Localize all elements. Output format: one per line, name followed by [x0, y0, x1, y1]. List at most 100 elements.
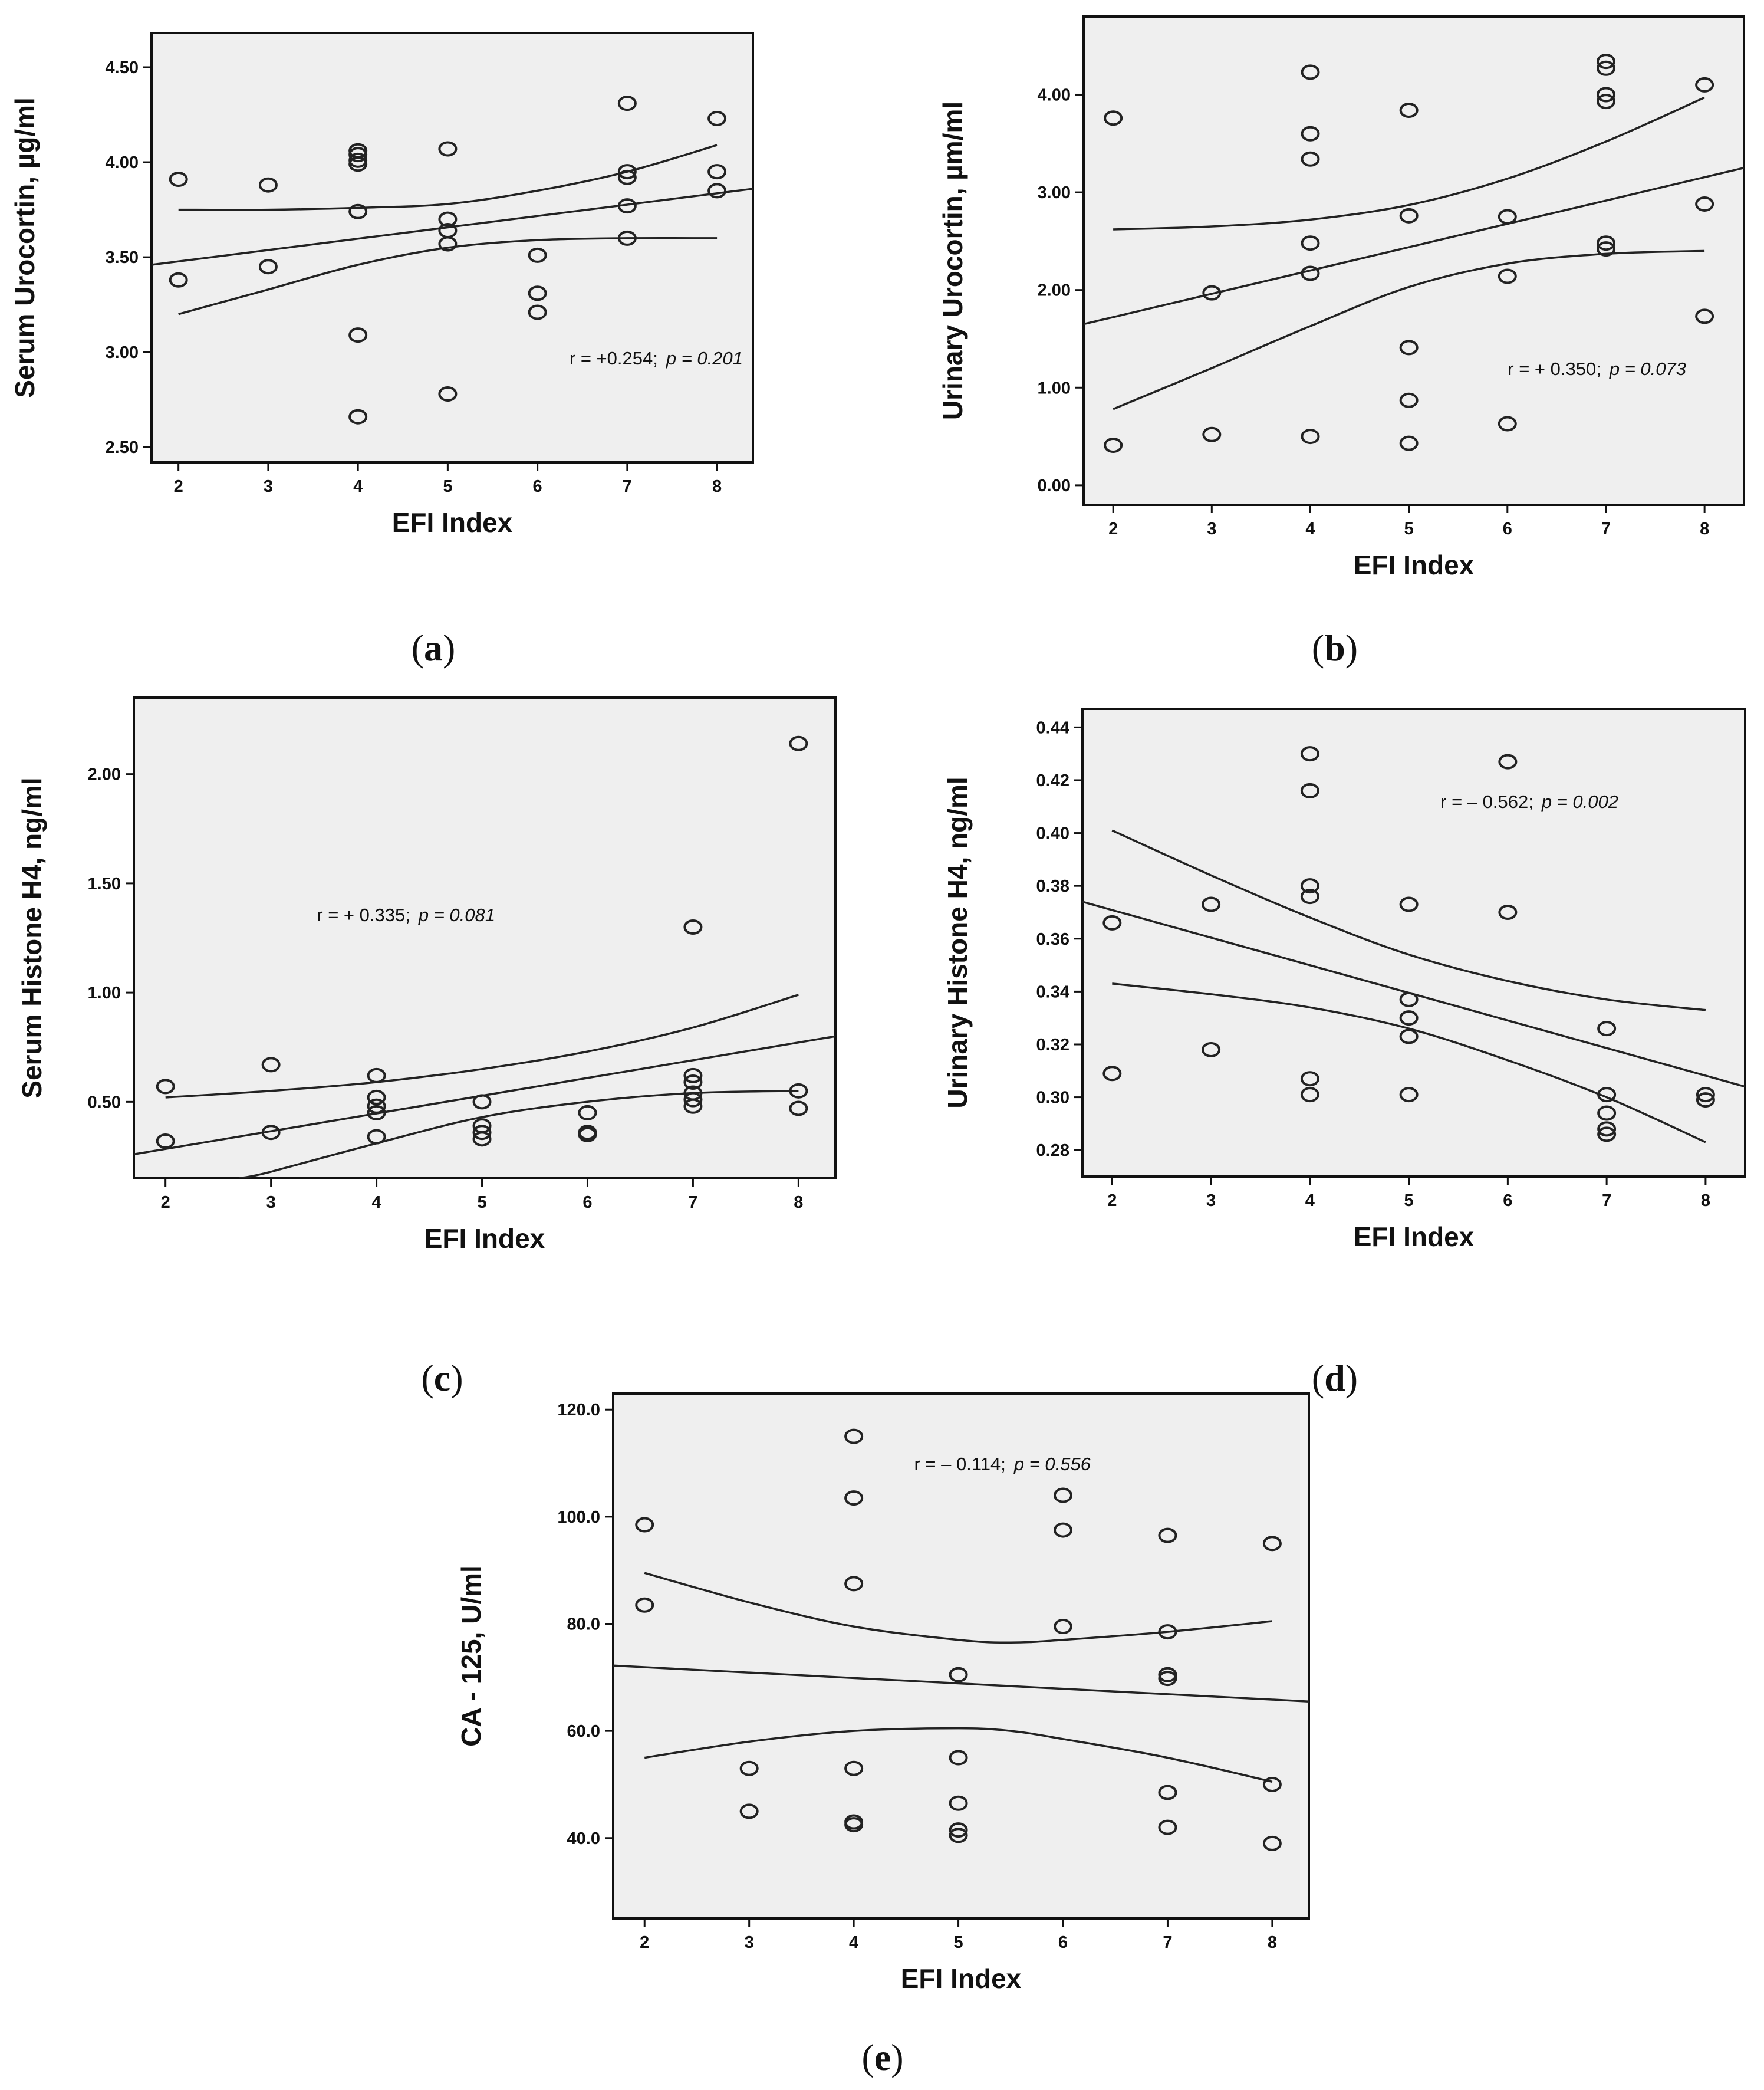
x-tick-label: 3 [266, 1193, 276, 1212]
data-point [617, 198, 637, 214]
data-point [1399, 1087, 1419, 1103]
data-point [949, 1795, 968, 1811]
data-point [367, 1105, 386, 1120]
data-point [1596, 87, 1615, 103]
data-point [789, 735, 808, 751]
y-tick-label: 0.28 [1036, 1141, 1069, 1160]
y-tick-label: 0.30 [1036, 1089, 1069, 1108]
x-axis-title: EFI Index [1354, 1221, 1475, 1252]
y-tick-label: 40.0 [567, 1829, 600, 1848]
x-tick-label: 2 [161, 1193, 170, 1212]
y-tick-label: 80.0 [567, 1615, 600, 1634]
data-point [1498, 268, 1517, 284]
data-point [635, 1597, 654, 1613]
data-point [949, 1750, 968, 1766]
data-point [261, 1057, 281, 1073]
data-point [1301, 429, 1320, 445]
x-tick-label: 6 [1503, 520, 1512, 538]
data-point [1158, 1671, 1177, 1687]
y-tick-label: 0.50 [88, 1093, 121, 1112]
data-point [949, 1667, 968, 1682]
data-point [1054, 1522, 1073, 1538]
y-tick-label: 100.0 [557, 1508, 600, 1527]
x-tick-label: 3 [745, 1933, 754, 1952]
data-point [1202, 1041, 1221, 1057]
x-tick-label: 8 [1268, 1933, 1277, 1952]
y-tick-label: 2.00 [88, 765, 121, 784]
data-point [1262, 1776, 1282, 1792]
x-tick-label: 8 [794, 1193, 803, 1212]
confidence-band-upper [1113, 96, 1705, 231]
y-tick-label: 3.50 [106, 248, 139, 267]
data-point [739, 1760, 759, 1776]
data-point [1498, 754, 1518, 770]
y-tick-label: 60.0 [567, 1722, 600, 1741]
r-value: r = – 0.114; [914, 1454, 1005, 1474]
x-tick-label: 7 [623, 477, 632, 496]
data-point [1202, 896, 1221, 912]
data-point [1399, 435, 1419, 451]
data-point [367, 1098, 386, 1114]
correlation-annotation: r = – 0.562; p = 0.002 [1440, 791, 1618, 812]
data-point [528, 304, 547, 320]
y-axis-title: Serum Urocortin, µg/ml [9, 97, 40, 398]
y-tick-label: 0.32 [1036, 1036, 1069, 1054]
confidence-band-lower [644, 1727, 1273, 1783]
x-tick-label: 8 [712, 477, 722, 496]
data-point [156, 1133, 175, 1149]
data-point [617, 169, 637, 185]
data-point [1399, 392, 1419, 408]
data-point [1301, 151, 1320, 167]
y-tick-label: 0.38 [1036, 877, 1069, 896]
data-point [438, 211, 458, 227]
data-point [438, 386, 458, 402]
x-tick-label: 2 [1108, 520, 1118, 538]
x-axis-title: EFI Index [901, 1963, 1022, 1994]
data-point [1262, 1835, 1282, 1851]
data-point [367, 1129, 386, 1145]
data-point [348, 152, 368, 168]
x-axis-title: EFI Index [424, 1223, 545, 1254]
panel-d: 2 3 4 5 6 7 8 0.28 0.30 0.32 0.34 0.36 0.38 0.40 0.42 0… [942, 708, 1746, 1399]
panel-letter: d [1324, 1357, 1345, 1399]
data-point [1399, 1028, 1419, 1044]
data-point [258, 177, 278, 193]
data-point [1300, 878, 1319, 894]
x-tick-label: 7 [688, 1193, 697, 1212]
x-tick-label: 6 [1503, 1191, 1512, 1210]
data-point [1596, 54, 1615, 70]
data-point [438, 236, 458, 252]
y-tick-label: 4.50 [106, 58, 139, 77]
x-tick-label: 8 [1701, 1191, 1710, 1210]
data-point [1300, 889, 1319, 905]
plot-area [133, 696, 837, 1179]
regression-line [1084, 166, 1744, 326]
data-point [438, 141, 458, 157]
y-tick-label: 0.00 [1038, 477, 1071, 495]
x-tick-label: 3 [264, 477, 273, 496]
confidence-band-lower [178, 236, 718, 316]
data-point [1597, 1087, 1617, 1103]
data-point [1695, 77, 1714, 93]
data-point [1399, 208, 1419, 224]
data-point [472, 1094, 492, 1110]
data-point [528, 285, 547, 301]
data-point [1104, 437, 1123, 453]
data-point [707, 110, 727, 126]
data-point [1102, 1066, 1122, 1082]
y-axis-title: Serum Histone H4, ng/ml [17, 777, 47, 1098]
data-point [1597, 1021, 1617, 1037]
data-point [683, 919, 703, 935]
data-point [1399, 896, 1419, 912]
x-tick-label: 8 [1700, 520, 1709, 538]
x-tick-label: 4 [372, 1193, 381, 1212]
y-tick-label: 4.00 [106, 153, 139, 172]
data-point [1300, 783, 1319, 798]
y-tick-label: 0.44 [1036, 718, 1069, 737]
data-point [1158, 1785, 1177, 1800]
data-point [1300, 1087, 1319, 1103]
panel-label: (e) [861, 2036, 903, 2078]
y-tick-label: 1.00 [88, 984, 121, 1003]
x-tick-label: 6 [582, 1193, 592, 1212]
x-tick-label: 7 [1602, 1191, 1611, 1210]
